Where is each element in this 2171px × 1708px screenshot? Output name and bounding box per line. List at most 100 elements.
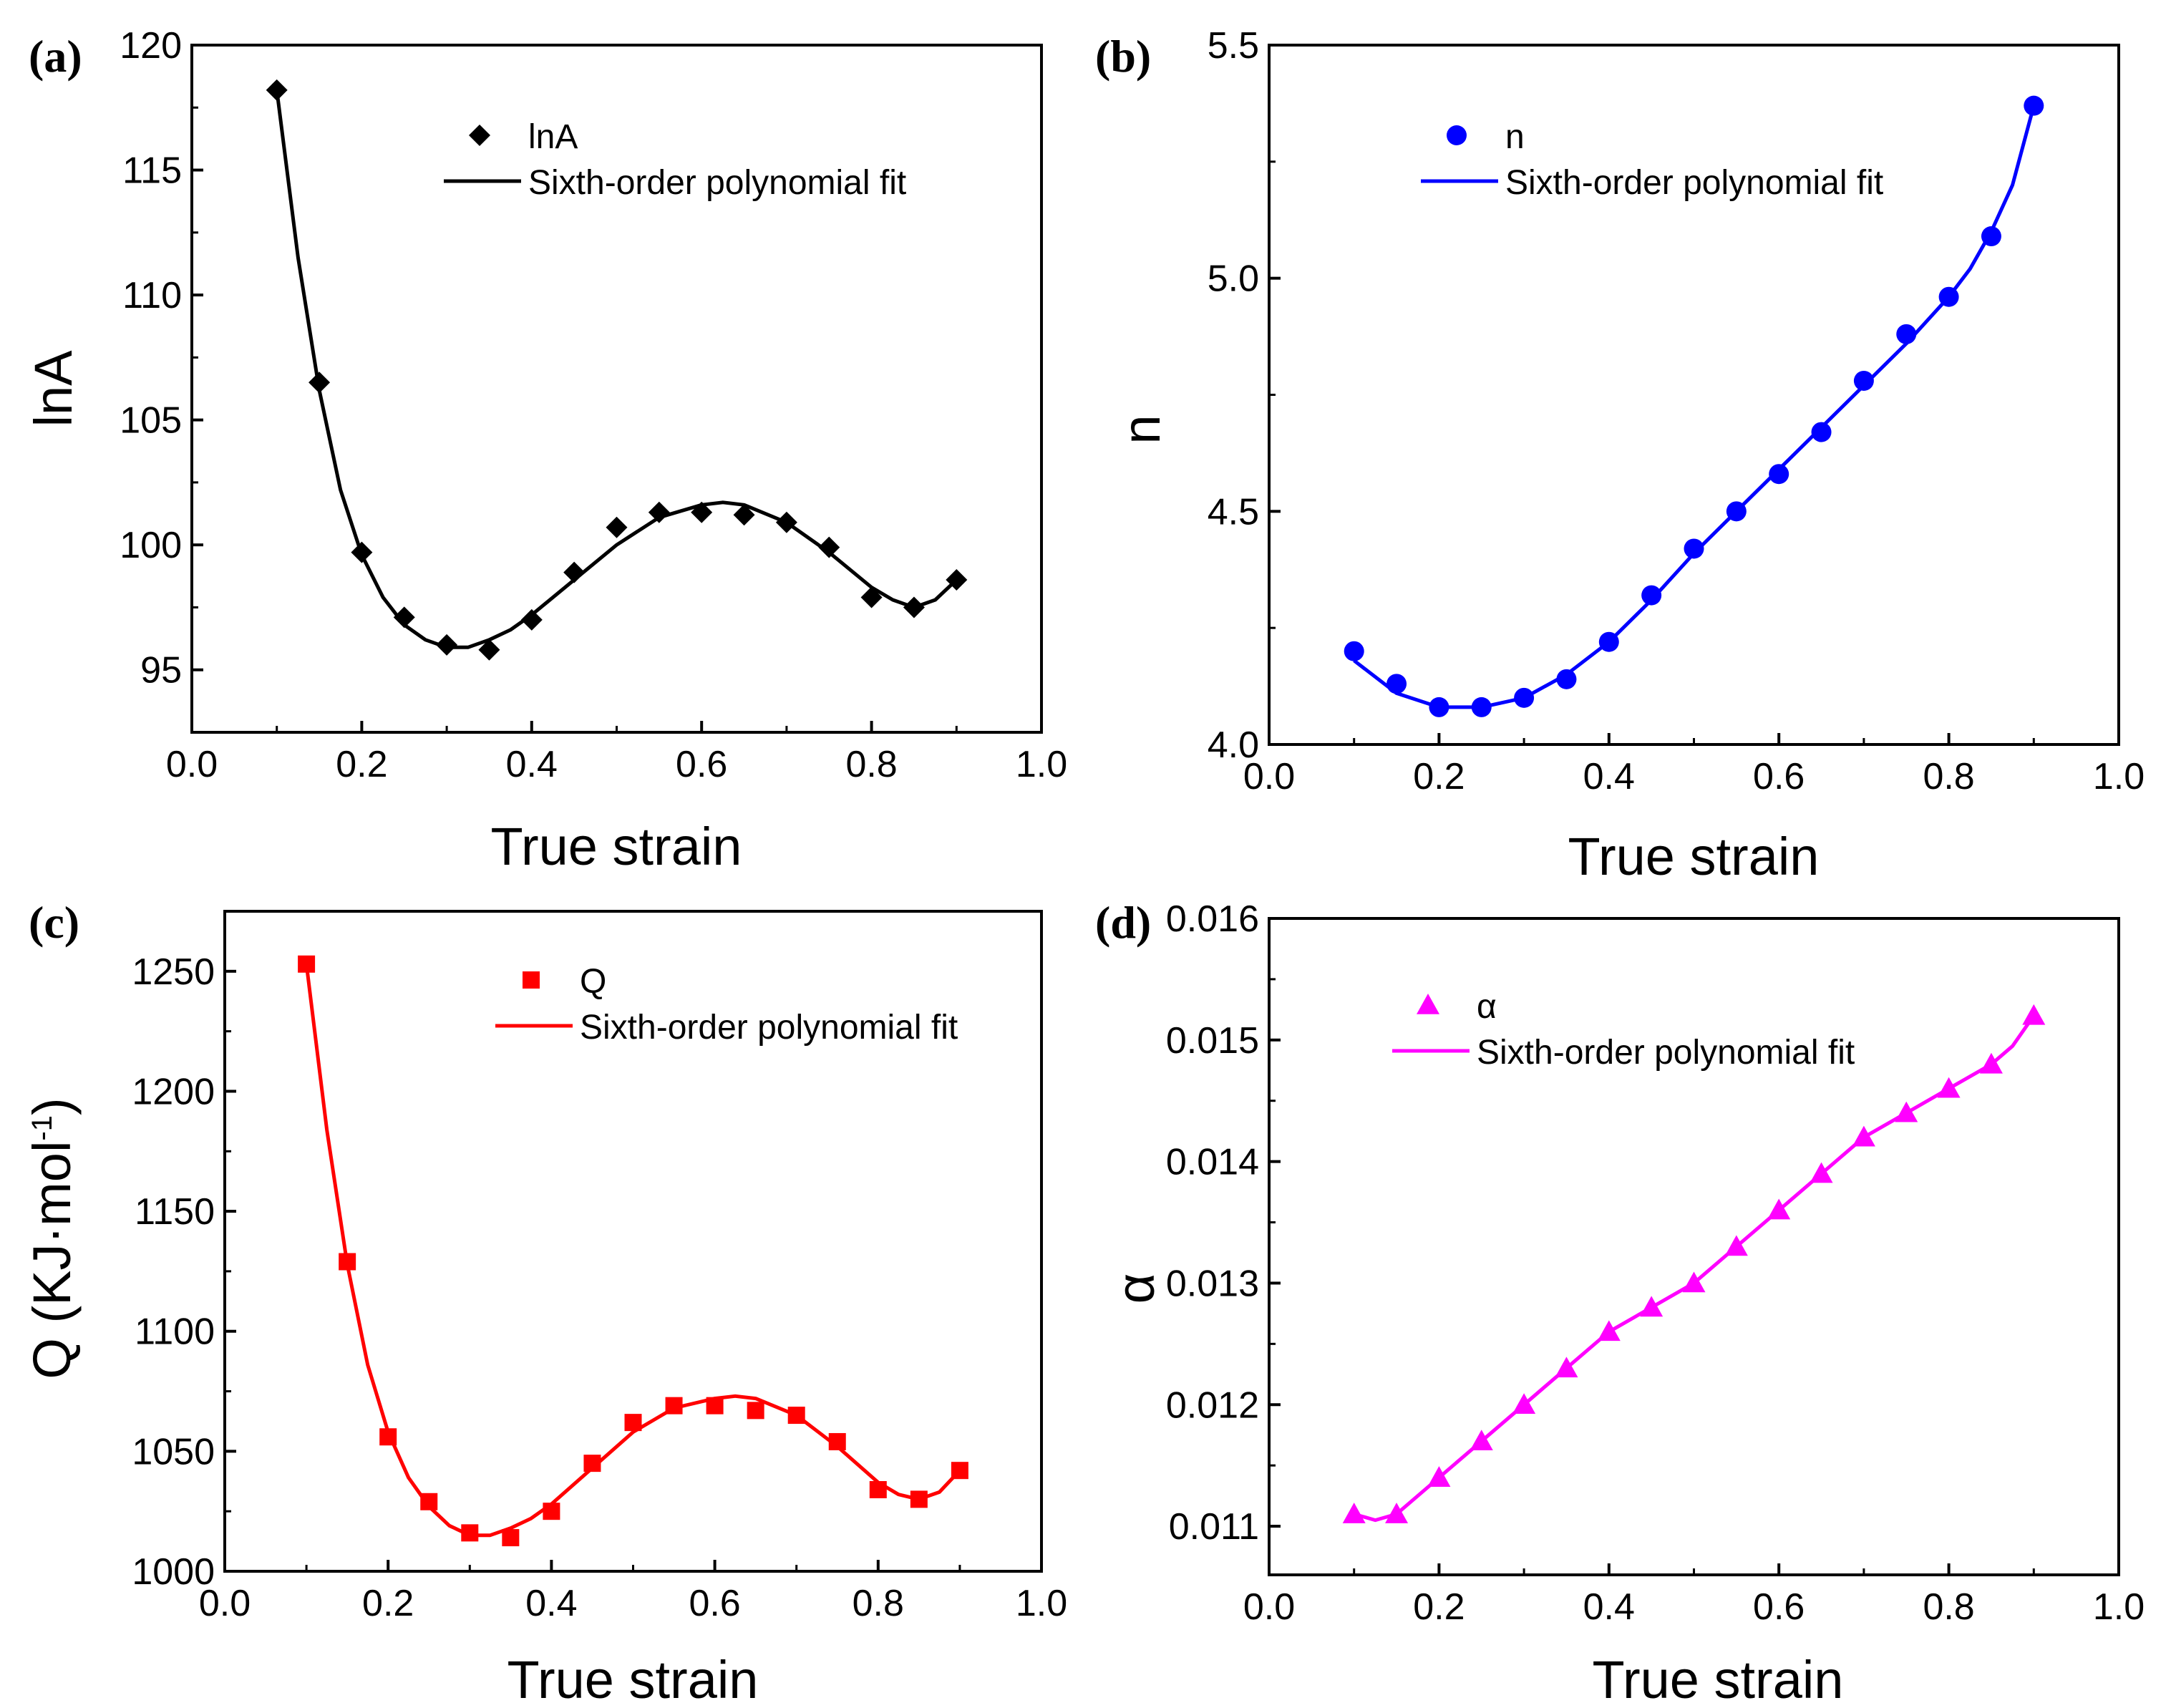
plot-frame — [1268, 917, 2120, 1576]
legend: n Sixth-order polynomial fit — [1421, 118, 1883, 202]
data-point — [733, 504, 755, 526]
data-point — [1429, 697, 1449, 717]
data-point — [1556, 669, 1577, 689]
data-point — [1811, 422, 1832, 442]
x-tick-label: 0.8 — [1923, 1586, 1974, 1628]
x-tick-label: 0.4 — [506, 744, 558, 785]
data-point — [706, 1397, 724, 1415]
x-tick-label: 0.2 — [336, 744, 387, 785]
x-axis-label: True strain — [507, 1650, 759, 1708]
data-point — [1938, 286, 1959, 307]
plot-frame — [1268, 44, 2120, 746]
data-point — [1810, 1162, 1833, 1183]
panel-c: 0.0 0.2 0.4 0.6 0.8 1.0 1000 1050 1100 1150 1200 12… — [22, 897, 1067, 1708]
data-point — [946, 569, 968, 591]
y-tick-label: 100 — [120, 525, 182, 566]
data-point — [1555, 1357, 1578, 1378]
x-tick-label: 0.8 — [845, 744, 897, 785]
x-tick-label: 0.2 — [1413, 756, 1465, 797]
y-tick-label: 1050 — [132, 1431, 215, 1472]
data-point — [298, 955, 316, 973]
x-tick-label: 0.4 — [1583, 756, 1635, 797]
y-tick-label: 0.014 — [1166, 1142, 1259, 1183]
data-point — [1726, 501, 1747, 522]
legend: lnA Sixth-order polynomial fit — [444, 118, 906, 202]
data-point — [1853, 370, 1874, 391]
y-tick-label: 110 — [122, 275, 182, 316]
legend-label: Q — [580, 963, 606, 1001]
data-point — [1895, 1101, 1918, 1122]
data-point — [339, 1253, 356, 1271]
y-axis-label-superscript: -1 — [26, 1115, 58, 1141]
data-point — [563, 561, 586, 583]
x-tick-label: 0.6 — [1753, 1586, 1805, 1628]
x-tick-label: 0.0 — [166, 744, 218, 785]
data-point — [606, 516, 628, 538]
data-point — [860, 586, 883, 608]
y-tick-label: 0.012 — [1166, 1384, 1259, 1426]
x-tick-label: 0.2 — [1413, 1586, 1465, 1628]
legend-marker — [1447, 125, 1467, 145]
data-point — [624, 1414, 642, 1432]
data-point — [1514, 687, 1535, 708]
y-axis-label: Q (KJ·mol-1) — [22, 1097, 82, 1379]
data-point — [1640, 1296, 1664, 1317]
data-point — [775, 511, 797, 533]
y-tick-label: 1150 — [135, 1191, 215, 1233]
y-tick-label: 95 — [140, 650, 182, 692]
data-point — [1342, 1503, 1366, 1523]
legend: α Sixth-order polynomial fit — [1392, 988, 1855, 1072]
data-point — [869, 1481, 887, 1499]
y-tick-label: 1000 — [132, 1551, 215, 1593]
x-tick-label: 0.4 — [525, 1583, 577, 1624]
data-point — [1767, 1198, 1791, 1220]
x-tick-label: 0.8 — [1923, 756, 1974, 797]
y-tick-label: 5.0 — [1208, 258, 1259, 300]
data-point — [2024, 95, 2044, 116]
data-point — [1471, 697, 1492, 717]
y-tick-label: 1250 — [132, 951, 215, 993]
data-point — [1470, 1430, 1493, 1451]
data-point — [951, 1462, 968, 1480]
x-tick-label: 0.2 — [362, 1583, 414, 1624]
x-tick-label: 0.6 — [689, 1583, 740, 1624]
legend-marker — [469, 125, 490, 146]
data-point — [665, 1397, 683, 1415]
y-tick-label: 4.5 — [1208, 491, 1259, 533]
data-point — [648, 501, 670, 523]
data-point — [1896, 324, 1917, 344]
x-tick-label: 1.0 — [2093, 1586, 2145, 1628]
data-point — [910, 1490, 928, 1508]
data-point — [583, 1455, 601, 1472]
data-point — [1981, 226, 2001, 247]
panel-label: (b) — [1095, 31, 1151, 82]
x-tick-label: 0.0 — [1243, 756, 1295, 797]
x-tick-label: 0.4 — [1583, 1586, 1635, 1628]
data-point — [1427, 1466, 1451, 1487]
panel-label: (a) — [29, 31, 82, 82]
panel-label: (c) — [29, 897, 79, 948]
y-tick-label: 1100 — [135, 1311, 215, 1353]
data-point — [543, 1503, 560, 1520]
data-point — [1512, 1393, 1536, 1415]
panel-a: 0.0 0.2 0.4 0.6 0.8 1.0 95 100 105 110 115 120 True … — [24, 25, 1067, 876]
data-point — [478, 639, 500, 661]
data-point — [2022, 1004, 2046, 1025]
data-point — [520, 608, 543, 631]
y-axis-label: α — [1106, 1273, 1165, 1304]
data-point — [351, 541, 373, 563]
data-point — [461, 1524, 479, 1542]
fit-line — [275, 89, 958, 649]
data-point — [828, 1432, 846, 1450]
legend-label: Sixth-order polynomial fit — [1477, 1034, 1855, 1072]
x-tick-label: 0.0 — [199, 1583, 251, 1624]
x-tick-label: 0.8 — [853, 1583, 904, 1624]
data-point — [379, 1428, 397, 1446]
data-point — [818, 536, 840, 558]
y-tick-label: 115 — [122, 150, 182, 192]
legend-label: Sixth-order polynomial fit — [1505, 164, 1883, 202]
y-tick-label: 0.011 — [1169, 1506, 1259, 1548]
data-point — [266, 79, 288, 101]
data-point — [1682, 1271, 1706, 1293]
